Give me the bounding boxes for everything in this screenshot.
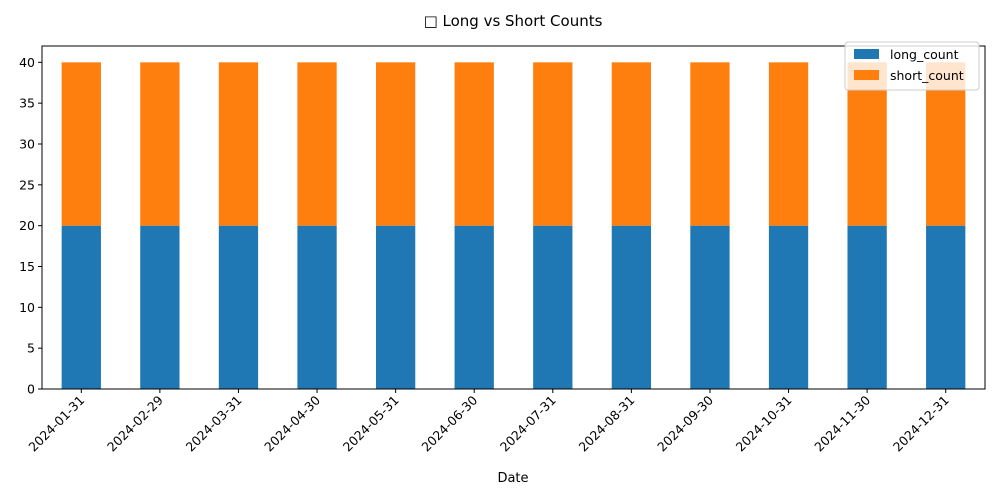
bar-short-count-2024-05-31 (375, 62, 416, 226)
bar-long-count-2024-02-29 (140, 225, 180, 389)
bar-short-count-2024-08-31 (611, 62, 652, 226)
bar-short-count-2024-02-29 (140, 62, 180, 226)
bar-long-count-2024-09-30 (690, 225, 730, 389)
legend-swatch-long-count (854, 49, 879, 59)
x-tick-label: 2024-12-31 (890, 393, 952, 455)
x-axis-label: Date (497, 471, 528, 486)
x-tick-label: 2024-10-31 (733, 393, 795, 455)
bar-long-count-2024-06-30 (454, 225, 494, 389)
y-tick-label: 30 (19, 137, 35, 152)
bar-long-count-2024-05-31 (375, 225, 416, 389)
x-tick-label: 2024-11-30 (811, 392, 873, 454)
bar-short-count-2024-09-30 (690, 62, 730, 226)
bar-short-count-2024-07-31 (533, 62, 573, 226)
y-tick-label: 20 (19, 218, 35, 233)
y-axis: 0 5 10 15 20 25 30 35 40 (19, 55, 42, 397)
bar-short-count-2024-10-31 (768, 62, 809, 226)
bar-short-count-2024-01-31 (61, 62, 101, 226)
bar-long-count-2024-08-31 (611, 225, 652, 389)
y-tick-label: 0 (27, 382, 35, 397)
bar-long-count-2024-07-31 (533, 225, 573, 389)
x-tick-label: 2024-08-31 (576, 393, 638, 455)
y-tick-label: 15 (19, 259, 35, 274)
x-tick-label: 2024-07-31 (497, 393, 559, 455)
legend-label-long-count: long_count (890, 47, 959, 62)
chart-title: □ Long vs Short Counts (424, 12, 603, 30)
y-tick-label: 25 (19, 177, 35, 192)
x-tick-label: 2024-03-31 (183, 393, 245, 455)
legend: long_count short_count (844, 41, 980, 91)
x-tick-label: 2024-05-31 (340, 393, 402, 455)
bar-long-count-2024-04-30 (297, 225, 337, 389)
x-tick-label: 2024-01-31 (25, 393, 87, 455)
y-tick-label: 35 (19, 96, 35, 111)
x-axis: 2024-01-31 2024-02-29 2024-03-31 2024-04-30… (25, 389, 952, 455)
bar-short-count-2024-06-30 (454, 62, 494, 226)
x-tick-label: 2024-06-30 (418, 392, 480, 454)
x-tick-label: 2024-04-30 (261, 392, 323, 454)
bar-long-count-2024-10-31 (768, 225, 809, 389)
bar-long-count-2024-11-30 (847, 225, 887, 389)
x-tick-label: 2024-02-29 (104, 392, 166, 454)
bars-layer (61, 62, 966, 389)
x-tick-label: 2024-09-30 (654, 392, 716, 454)
bar-short-count-2024-03-31 (218, 62, 259, 226)
y-tick-label: 40 (19, 55, 35, 70)
bar-long-count-2024-03-31 (218, 225, 259, 389)
legend-label-short-count: short_count (890, 68, 964, 83)
legend-swatch-short-count (854, 70, 879, 80)
y-tick-label: 10 (19, 300, 35, 315)
bar-long-count-2024-12-31 (926, 225, 966, 389)
y-tick-label: 5 (27, 341, 35, 356)
plot-frame (41, 45, 986, 390)
bar-short-count-2024-04-30 (297, 62, 337, 226)
bar-long-count-2024-01-31 (61, 225, 101, 389)
